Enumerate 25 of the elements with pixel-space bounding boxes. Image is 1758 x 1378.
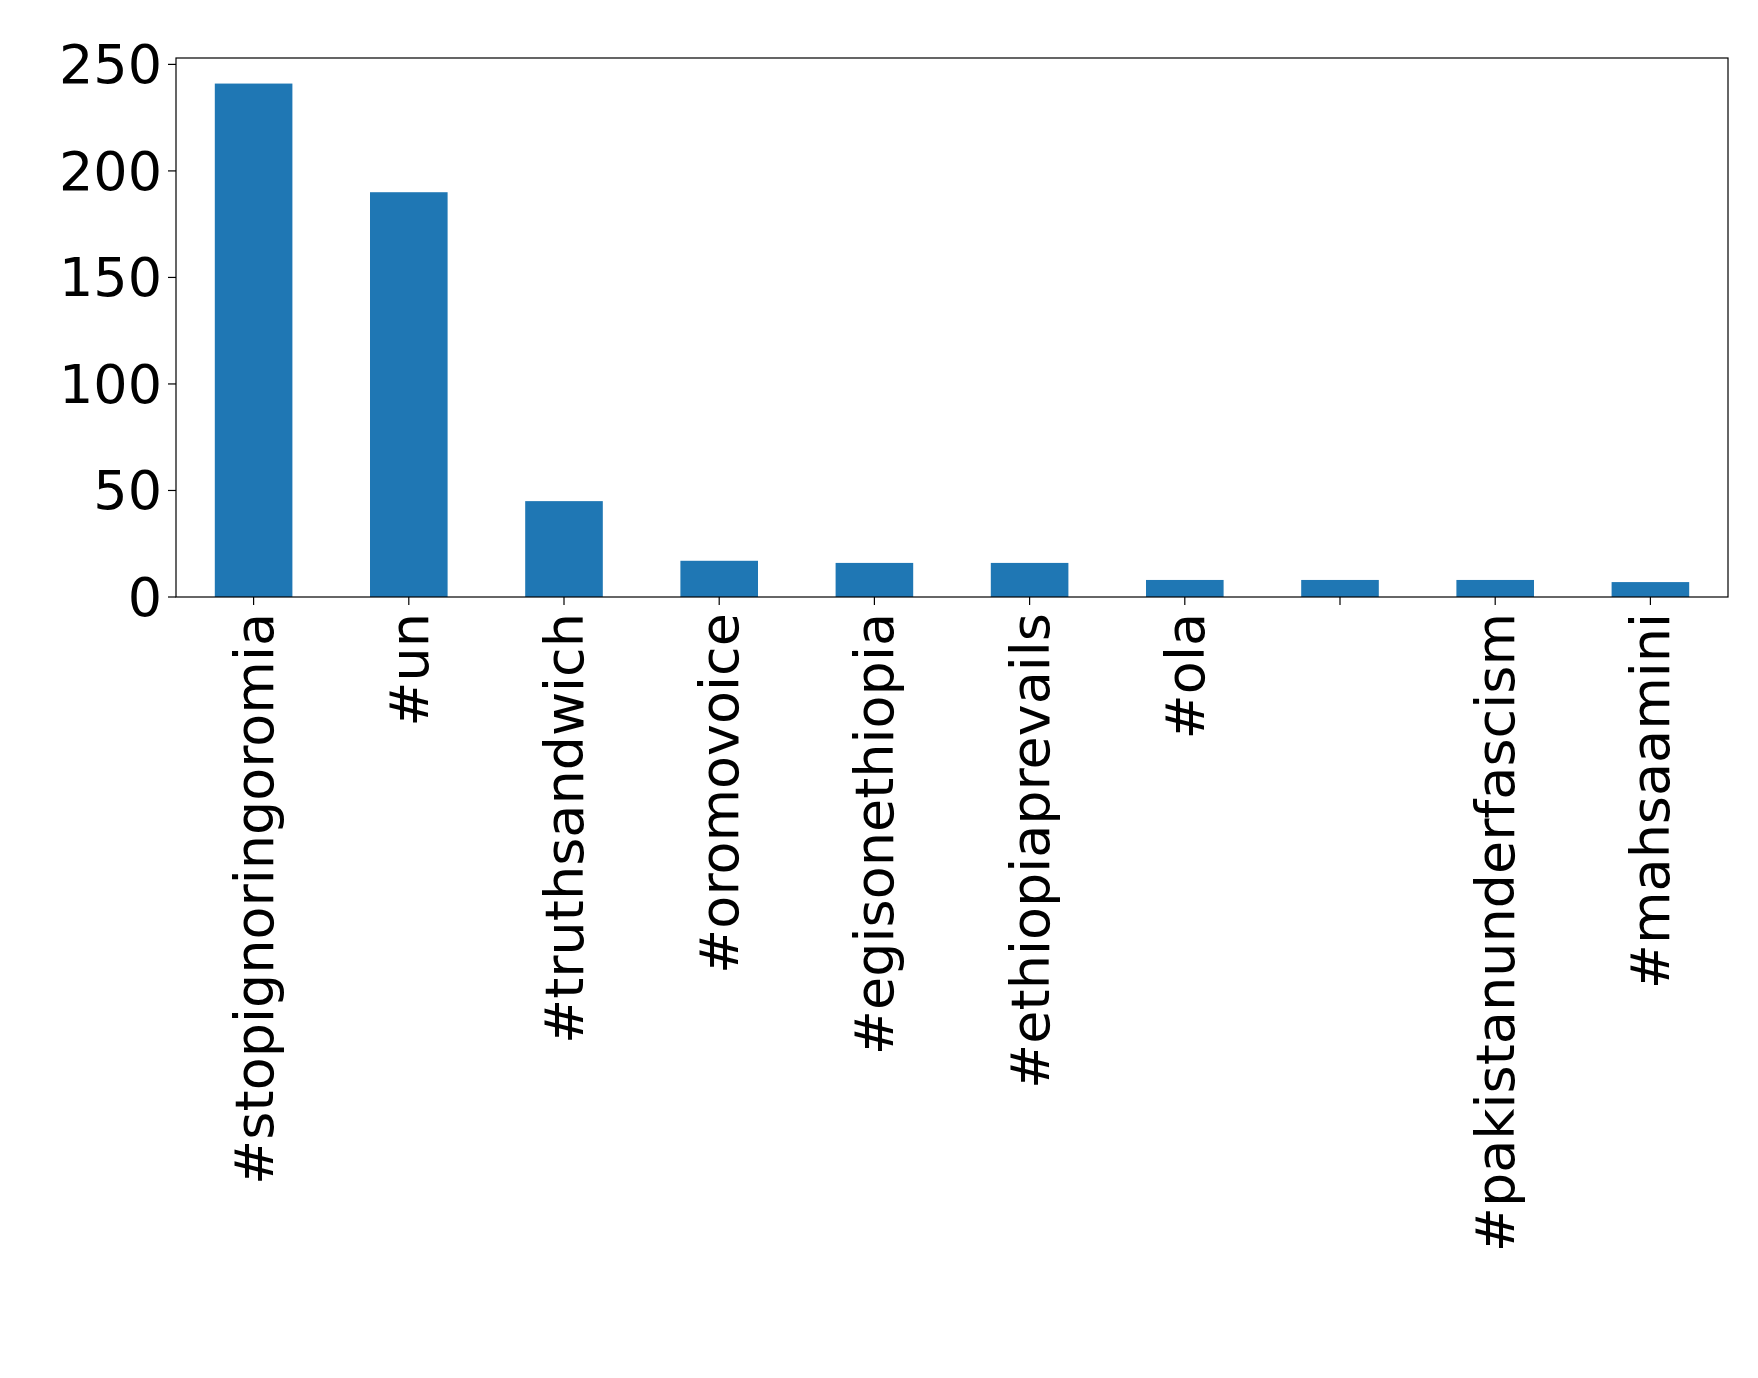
x-tick-label: #stopignoringoromia [222, 613, 286, 1185]
x-tick-label: #oromovoice [688, 613, 752, 974]
x-tick-label: #mahsaamini [1619, 613, 1683, 990]
y-tick-label: 150 [58, 246, 162, 310]
bar [1146, 579, 1224, 597]
x-tick-label: #egisonethiopia [843, 613, 907, 1056]
bar [214, 83, 293, 597]
bar [1611, 582, 1690, 597]
y-tick-label: 50 [93, 459, 162, 523]
x-tick-label: #ethiopiaprevails [998, 613, 1062, 1089]
bar [990, 562, 1069, 597]
x-tick-label: #truthsandwich [532, 613, 596, 1045]
x-tick-label: #ola [1153, 613, 1217, 740]
x-tick-label: #pakistanunderfascism [1464, 613, 1528, 1253]
bar [835, 562, 914, 597]
bar [680, 560, 758, 597]
y-tick-label: 200 [58, 139, 162, 203]
y-tick-label: 250 [58, 33, 162, 97]
bar [1456, 579, 1534, 597]
bar [525, 501, 603, 597]
bar [1301, 579, 1379, 597]
x-tick-label: #un [377, 613, 441, 727]
y-tick-label: 100 [58, 352, 162, 416]
y-tick-label: 0 [127, 565, 162, 629]
bar [370, 192, 448, 597]
